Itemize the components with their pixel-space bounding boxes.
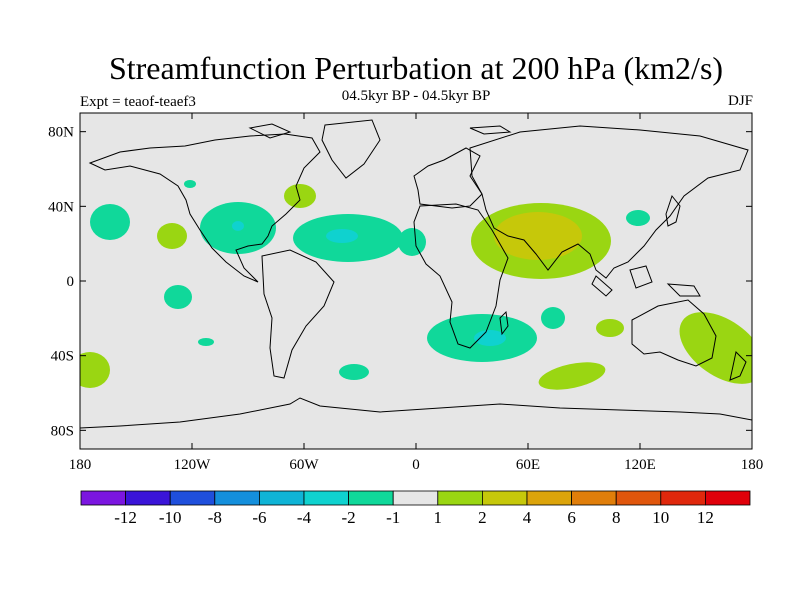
colorbar-swatch [481, 490, 528, 506]
negative-anomaly-region [626, 210, 650, 226]
colorbar-label: 4 [523, 508, 532, 527]
experiment-label: Expt = teaof-teaef3 [80, 94, 196, 110]
anomaly-shading [80, 180, 752, 390]
colorbar-swatch [392, 490, 439, 506]
coast-asia [469, 125, 749, 279]
negative-anomaly-region [398, 228, 426, 256]
negative-anomaly-region [90, 204, 130, 240]
colorbar-swatch [660, 490, 706, 506]
y-tick-label: 80S [51, 423, 74, 439]
coast-south-america [261, 249, 335, 379]
negative-anomaly-region [198, 338, 214, 346]
coast-madagascar [499, 310, 509, 336]
colorbar-swatch [571, 490, 617, 506]
coast-antarctica [80, 397, 752, 429]
colorbar-label: 10 [652, 508, 669, 527]
colorbar: -12 -10 -8 -6 -4 -2 -1 1 2 4 6 8 10 12 [80, 490, 751, 527]
coast-sumatra [591, 275, 613, 297]
colorbar-label: -8 [208, 508, 222, 527]
colorbar-label: 6 [567, 508, 576, 527]
colorbar-swatch [526, 490, 572, 506]
coast-australia [631, 299, 717, 367]
coast-new-guinea [666, 283, 701, 297]
colorbar-swatch [214, 490, 260, 506]
season-label: DJF [727, 93, 753, 109]
coast-arctic-islands [248, 123, 512, 139]
plot-title: Streamfunction Perturbation at 200 hPa (… [108, 50, 724, 86]
x-tick-label: 60W [289, 457, 319, 473]
negative-anomaly-region [474, 330, 506, 346]
colorbar-swatch [125, 490, 171, 506]
coast-africa [413, 203, 509, 349]
coast-north-america [88, 133, 321, 283]
colorbar-swatch [80, 490, 126, 506]
positive-anomaly-region [284, 184, 316, 208]
y-tick-label: 80N [48, 125, 74, 141]
colorbar-label: -10 [159, 508, 182, 527]
x-tick-label: 60E [516, 457, 540, 473]
x-tick-label: 0 [412, 457, 420, 473]
colorbar-label: 2 [478, 508, 487, 527]
positive-anomaly-region [538, 362, 606, 390]
colorbar-label: -1 [386, 508, 400, 527]
colorbar-label: 1 [434, 508, 443, 527]
positive-anomaly-region [80, 352, 110, 388]
coast-new-zealand [729, 350, 747, 381]
colorbar-label: -12 [114, 508, 137, 527]
negative-anomaly-region [339, 364, 369, 380]
coast-greenland [321, 119, 381, 179]
coast-borneo [629, 265, 653, 289]
colorbar-swatch [705, 490, 751, 506]
coastlines [80, 119, 752, 429]
x-tick-label: 180 [741, 457, 764, 473]
y-tick-label: 40S [51, 349, 74, 365]
positive-anomaly-region [494, 212, 582, 260]
positive-anomaly-region [596, 319, 624, 337]
colorbar-swatch [303, 490, 349, 506]
colorbar-swatch [437, 490, 483, 506]
colorbar-label: 8 [612, 508, 621, 527]
positive-anomaly-region [157, 223, 187, 249]
colorbar-label: -6 [252, 508, 266, 527]
x-tick-label: 120E [624, 457, 656, 473]
negative-anomaly-region [184, 180, 196, 188]
x-tick-label: 120W [174, 457, 212, 473]
negative-anomaly-region [232, 221, 244, 231]
y-tick-label: 0 [67, 274, 75, 290]
colorbar-label: 12 [697, 508, 714, 527]
coast-japan [665, 194, 681, 227]
x-axis-ticks: 180 120W 60W 0 60E 120E 180 [69, 113, 764, 473]
colorbar-swatch [348, 490, 394, 506]
colorbar-label: -4 [297, 508, 312, 527]
colorbar-swatch [258, 490, 305, 506]
negative-anomaly-region [326, 229, 358, 243]
colorbar-swatch [169, 490, 216, 506]
plot-subtitle: 04.5kyr BP - 04.5kyr BP [341, 88, 491, 104]
colorbar-label: -2 [342, 508, 356, 527]
x-tick-label: 180 [69, 457, 92, 473]
colorbar-swatch [615, 490, 662, 506]
y-tick-label: 40N [48, 199, 74, 215]
map-background [80, 113, 752, 449]
negative-anomaly-region [541, 307, 565, 329]
positive-anomaly-region [679, 312, 752, 384]
negative-anomaly-region [164, 285, 192, 309]
y-axis-ticks: 80N 40N 0 40S 80S [48, 125, 752, 439]
